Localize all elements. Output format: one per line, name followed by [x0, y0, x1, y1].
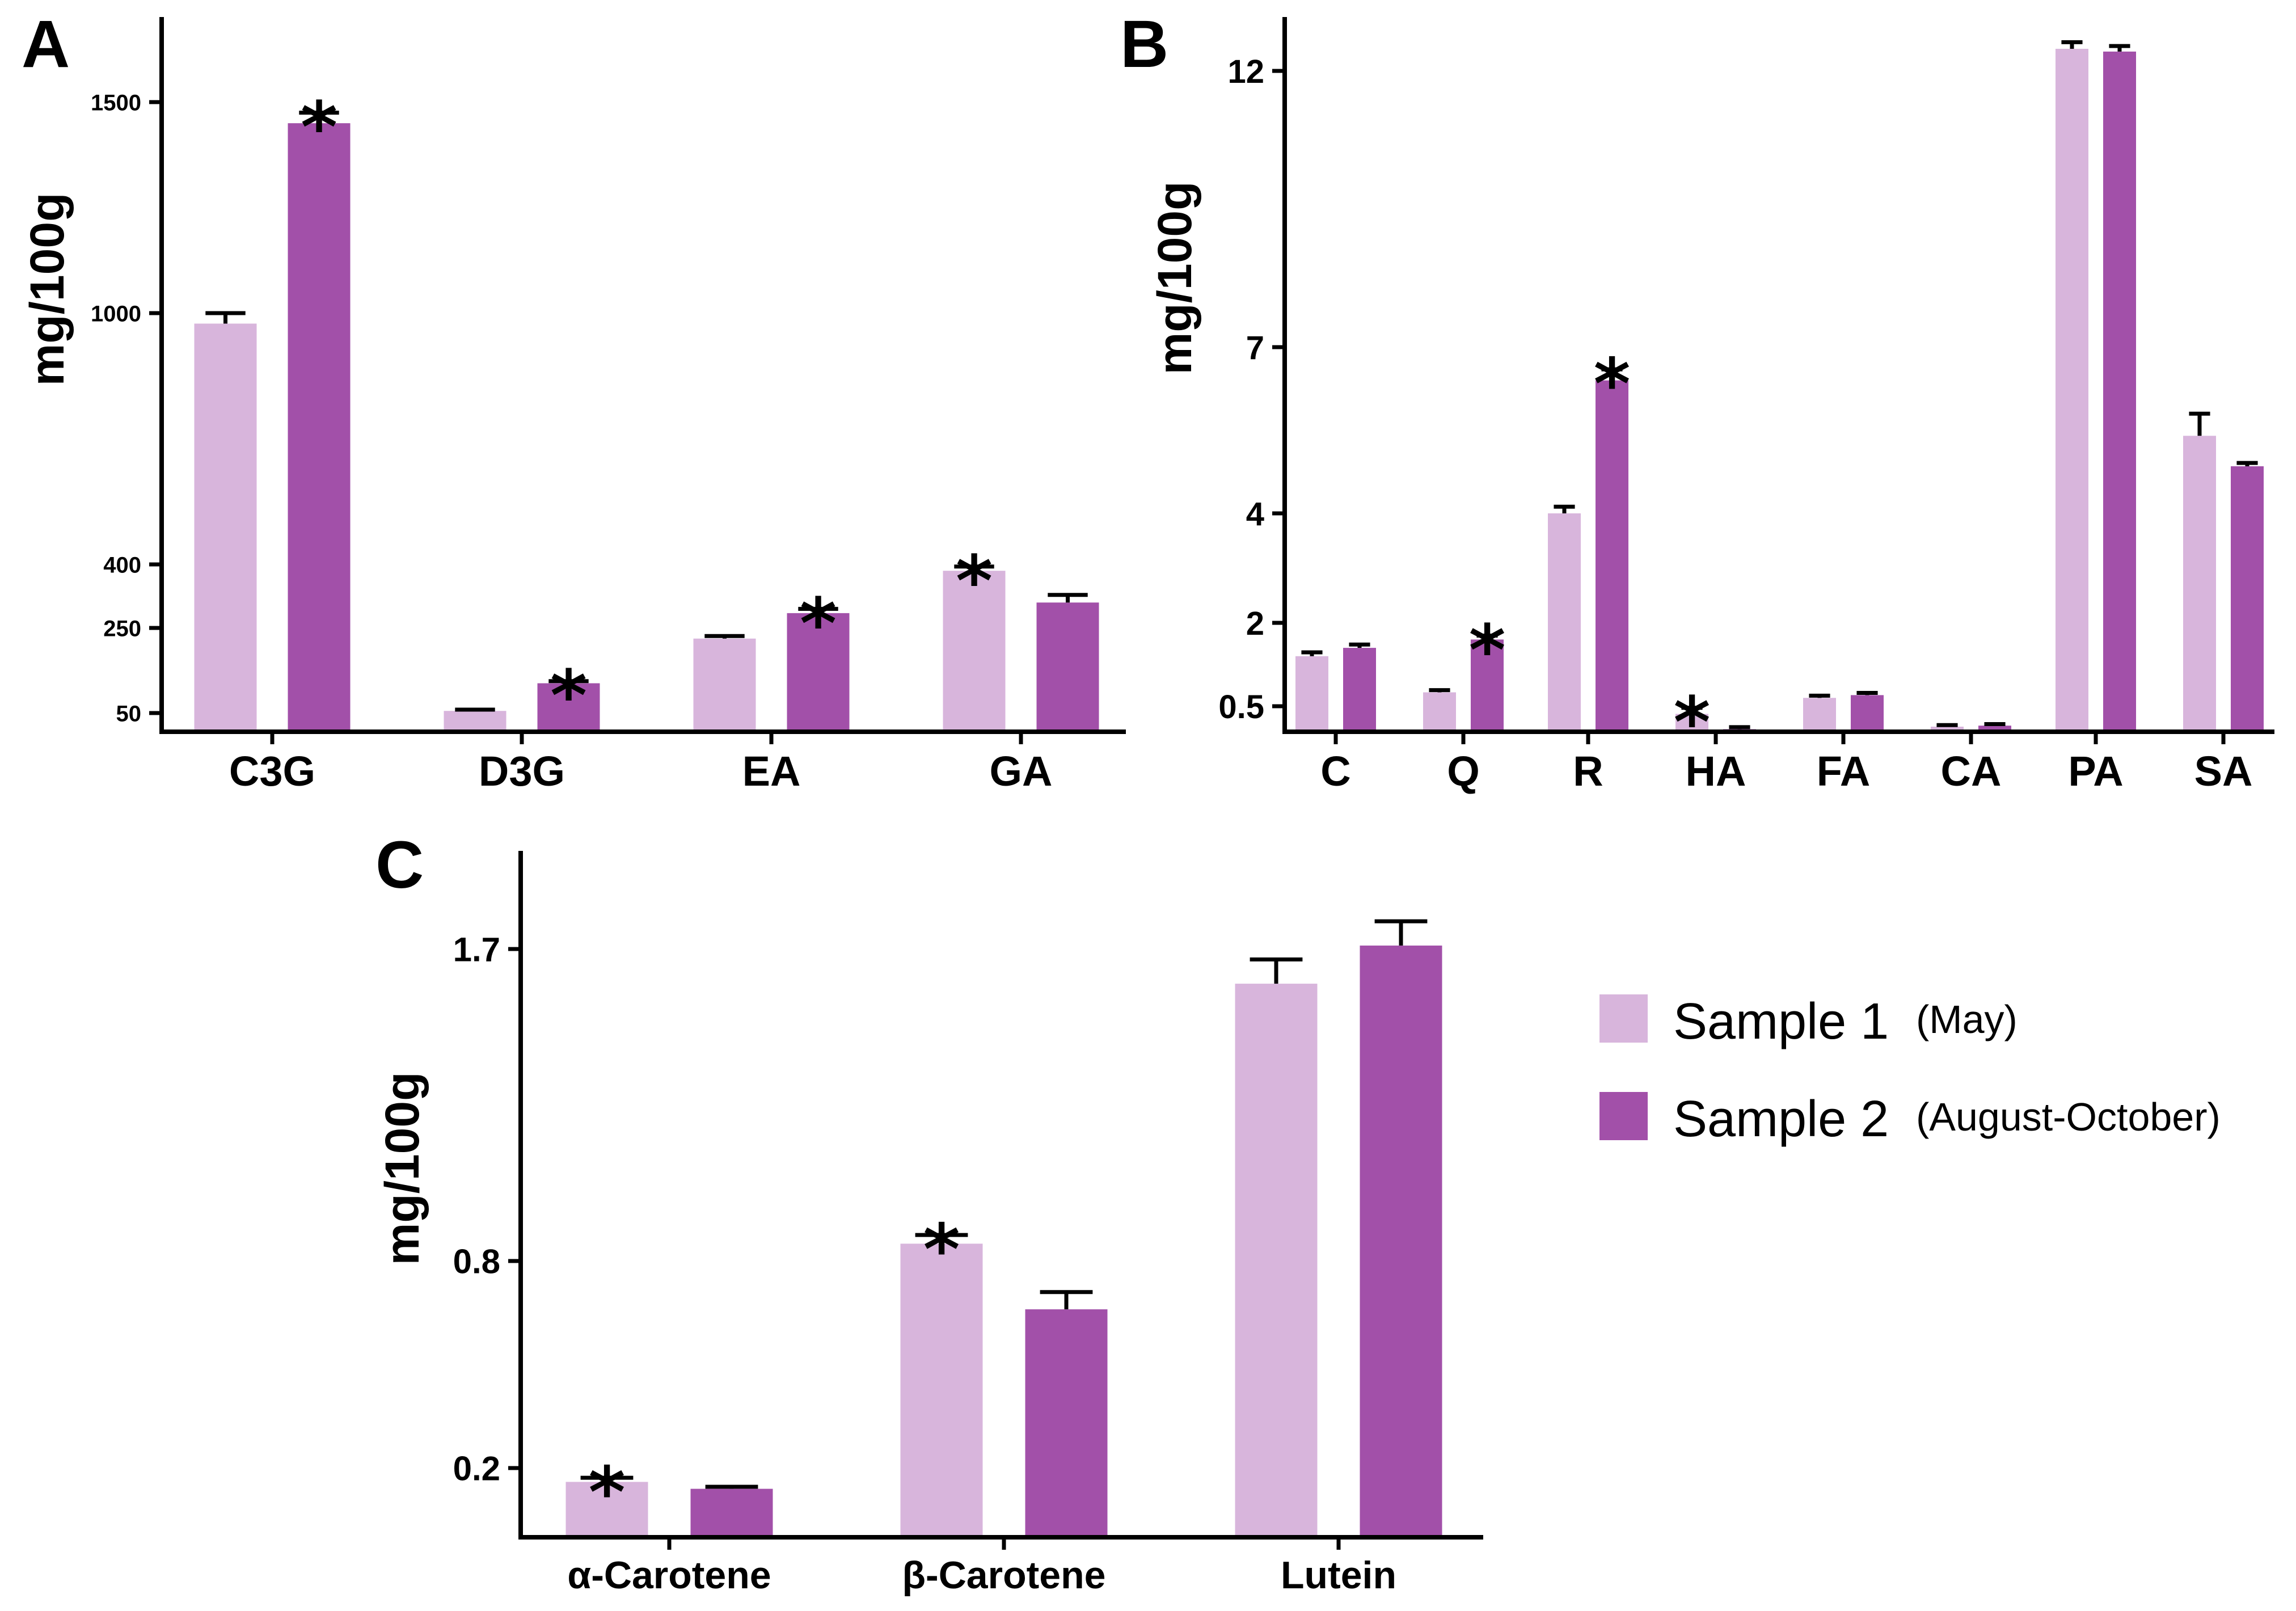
bar-β-Carotene-sample-2	[1025, 1309, 1108, 1537]
y-axis-label: mg/100g	[375, 1072, 429, 1266]
significance-star: *	[800, 583, 837, 665]
y-tick-label: 0.2	[453, 1450, 500, 1488]
significance-star: *	[1594, 344, 1631, 425]
bar-C-sample-1	[1295, 656, 1328, 732]
legend-swatch	[1599, 994, 1648, 1043]
bar-β-Carotene-sample-1	[900, 1243, 983, 1537]
significance-star: *	[923, 1209, 960, 1291]
bar-C3G-sample-1	[194, 323, 257, 732]
x-tick-label: HA	[1686, 748, 1746, 795]
x-tick-label: α-Carotene	[567, 1554, 771, 1597]
significance-star: *	[301, 87, 337, 169]
bar-HA-sample-1	[1675, 714, 1708, 732]
legend-label: Sample 1	[1673, 993, 1889, 1050]
x-tick-label: C3G	[229, 748, 315, 795]
y-tick-label: 1.7	[453, 931, 500, 969]
x-tick-label: R	[1573, 748, 1603, 795]
y-tick-label: 1500	[91, 90, 141, 115]
x-tick-label: PA	[2068, 748, 2123, 795]
legend-swatch	[1599, 1092, 1648, 1140]
bar-R-sample-1	[1548, 513, 1581, 732]
y-tick-label: 0.5	[1218, 689, 1264, 726]
x-tick-label: D3G	[479, 748, 565, 795]
bar-D3G-sample-1	[444, 711, 507, 732]
y-tick-label: 250	[103, 616, 141, 641]
x-tick-label: β-Carotene	[902, 1554, 1106, 1597]
significance-star: *	[956, 541, 993, 623]
legend-period: (May)	[1916, 997, 2018, 1041]
x-tick-label: GA	[990, 748, 1053, 795]
y-tick-label: 7	[1246, 330, 1264, 366]
significance-star: *	[1674, 682, 1711, 764]
bar-PA-sample-2	[2103, 51, 2136, 732]
x-tick-label: Lutein	[1281, 1554, 1396, 1597]
bar-Q-sample-1	[1423, 692, 1456, 732]
y-axis-label: mg/100g	[1148, 182, 1201, 375]
bar-PA-sample-1	[2056, 49, 2088, 732]
legend-label: Sample 2	[1673, 1091, 1889, 1148]
x-tick-label: Q	[1447, 748, 1480, 795]
bar-EA-sample-2	[787, 613, 850, 732]
bar-SA-sample-2	[2231, 466, 2264, 732]
x-tick-label: C	[1320, 748, 1350, 795]
y-tick-label: 0.8	[453, 1243, 500, 1281]
significance-star: *	[550, 656, 587, 737]
bar-CA-sample-2	[1978, 726, 2011, 732]
bar-R-sample-2	[1596, 380, 1628, 732]
x-tick-label: FA	[1817, 748, 1871, 795]
y-tick-label: 2	[1246, 605, 1264, 642]
bar-α-Carotene-sample-2	[690, 1488, 773, 1537]
legend-period: (August-October)	[1916, 1095, 2221, 1139]
x-tick-label: SA	[2194, 748, 2253, 795]
panel-b: Bmg/100g * * * 0.5 2 4 7 12 C Q R HA FA CA PA SA	[1120, 7, 2274, 795]
bar-CA-sample-1	[1931, 727, 1964, 732]
bar-GA-sample-1	[943, 571, 1006, 732]
bar-Lutein-sample-1	[1235, 984, 1318, 1537]
y-axis-label: mg/100g	[20, 193, 74, 386]
bar-Lutein-sample-2	[1360, 945, 1442, 1537]
bar-FA-sample-1	[1803, 698, 1836, 732]
y-tick-label: 50	[116, 701, 142, 726]
bar-GA-sample-2	[1036, 602, 1099, 732]
bar-D3G-sample-2	[537, 683, 600, 732]
bar-FA-sample-2	[1851, 695, 1884, 732]
bar-C-sample-2	[1343, 648, 1376, 732]
panel-label: C	[375, 828, 424, 903]
panel-a: Amg/100g * * * * 50 250 400 1000 1500 C3G D3G EA GA	[20, 7, 1126, 795]
y-tick-label: 400	[103, 553, 141, 577]
panel-c: Cmg/100g * * 0.2 0.8 1.7 α-Carotene β-Carotene L…	[375, 828, 1483, 1597]
x-tick-label: EA	[742, 748, 801, 795]
y-tick-label: 4	[1246, 496, 1264, 533]
significance-star: *	[1469, 610, 1506, 692]
bar-SA-sample-1	[2183, 436, 2216, 732]
x-tick-label: CA	[1941, 748, 2002, 795]
panel-label: A	[22, 7, 70, 82]
panel-label: B	[1120, 7, 1168, 82]
y-tick-label: 12	[1227, 53, 1264, 90]
bar-α-Carotene-sample-1	[565, 1482, 648, 1537]
significance-star: *	[589, 1452, 626, 1534]
legend: Sample 1 (May) Sample 2 (August-October)	[1599, 993, 2221, 1148]
y-tick-label: 1000	[91, 301, 141, 326]
bar-EA-sample-1	[693, 638, 756, 732]
bar-C3G-sample-2	[288, 123, 351, 732]
bar-Q-sample-2	[1471, 639, 1504, 732]
